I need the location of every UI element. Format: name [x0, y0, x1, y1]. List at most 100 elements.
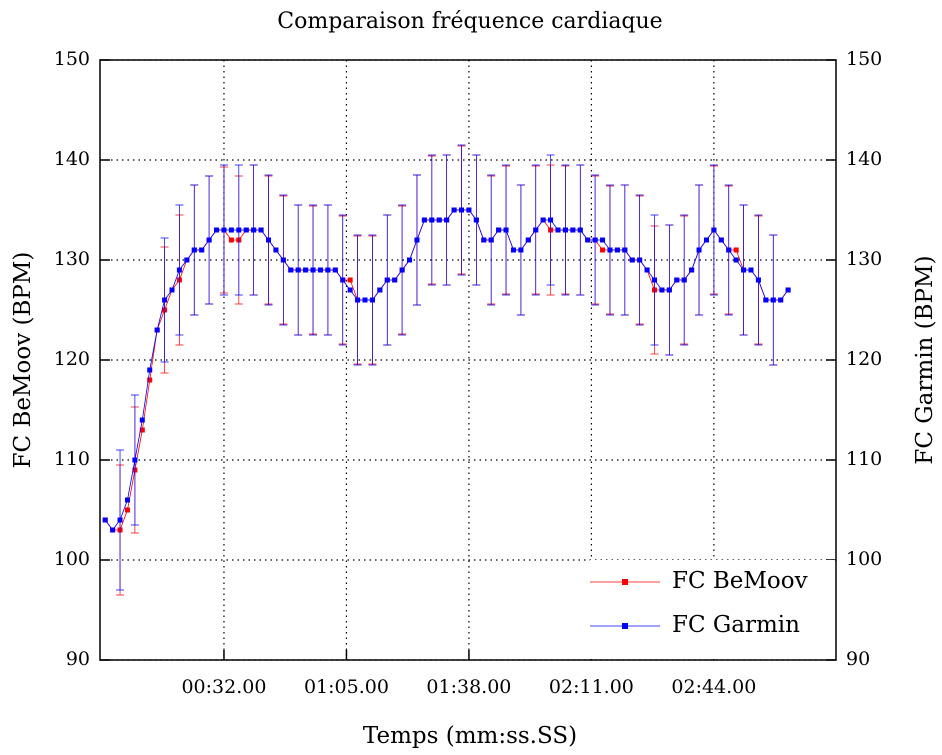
marker [770, 297, 776, 303]
marker [258, 227, 264, 233]
marker [407, 257, 413, 263]
marker [577, 227, 583, 233]
marker [666, 287, 672, 293]
marker [117, 517, 123, 523]
marker [124, 507, 130, 513]
plot-frame [99, 59, 837, 661]
marker [518, 247, 524, 253]
y2-tick-label: 110 [846, 448, 882, 470]
legend-marker [622, 579, 628, 585]
marker [206, 237, 212, 243]
marker [644, 267, 650, 273]
marker [444, 217, 450, 223]
marker [436, 217, 442, 223]
marker [548, 217, 554, 223]
marker [362, 297, 368, 303]
marker [317, 267, 323, 273]
marker [614, 247, 620, 253]
y-tick-label: 110 [54, 448, 90, 470]
y2-tick-label: 100 [846, 548, 882, 570]
marker [191, 247, 197, 253]
x-tick-label: 02:11.00 [549, 676, 634, 698]
marker [674, 277, 680, 283]
marker [176, 267, 182, 273]
marker [585, 237, 591, 243]
marker [555, 227, 561, 233]
marker [496, 227, 502, 233]
marker [288, 267, 294, 273]
marker [681, 277, 687, 283]
y-tick-label: 120 [54, 348, 90, 370]
marker [392, 277, 398, 283]
marker [748, 267, 754, 273]
marker [280, 257, 286, 263]
chart-title: Comparaison fréquence cardiaque [277, 9, 662, 34]
marker [273, 247, 279, 253]
marker [629, 257, 635, 263]
marker [132, 457, 138, 463]
marker [718, 237, 724, 243]
y2-tick-label: 130 [846, 248, 882, 270]
y-tick-label: 130 [54, 248, 90, 270]
marker [488, 237, 494, 243]
marker [325, 267, 331, 273]
marker [243, 227, 249, 233]
marker [110, 527, 116, 533]
y2-axis-label: FC Garmin (BPM) [912, 255, 938, 464]
marker [377, 287, 383, 293]
marker [592, 237, 598, 243]
marker [162, 297, 168, 303]
marker [429, 217, 435, 223]
marker [139, 417, 145, 423]
marker [139, 427, 145, 433]
marker [733, 257, 739, 263]
marker [347, 287, 353, 293]
marker [711, 227, 717, 233]
marker [510, 247, 516, 253]
marker [124, 497, 130, 503]
marker [659, 287, 665, 293]
marker [236, 227, 242, 233]
x-tick-label: 00:32.00 [181, 676, 266, 698]
y2-tick-label: 140 [846, 148, 882, 170]
marker [703, 237, 709, 243]
marker [600, 247, 606, 253]
marker [637, 257, 643, 263]
x-tick-label: 01:05.00 [304, 676, 389, 698]
marker [778, 297, 784, 303]
y-axis-label: FC BeMoov (BPM) [10, 252, 36, 469]
y2-tick-label: 150 [846, 48, 882, 70]
y2-tick-label: 120 [846, 348, 882, 370]
marker [755, 277, 761, 283]
marker [221, 227, 227, 233]
marker [347, 277, 353, 283]
marker [102, 517, 108, 523]
marker [696, 247, 702, 253]
marker [355, 297, 361, 303]
marker [384, 277, 390, 283]
y-tick-label: 90 [66, 648, 90, 670]
marker [228, 227, 234, 233]
marker [540, 217, 546, 223]
marker [332, 267, 338, 273]
marker [600, 237, 606, 243]
marker [763, 297, 769, 303]
x-tick-label: 02:44.00 [671, 676, 756, 698]
marker [199, 247, 205, 253]
legend-label: FC BeMoov [672, 568, 808, 594]
marker [303, 267, 309, 273]
marker [340, 277, 346, 283]
marker [785, 287, 791, 293]
marker [741, 267, 747, 273]
marker [622, 247, 628, 253]
marker [689, 267, 695, 273]
legend-label: FC Garmin [672, 612, 800, 638]
marker [459, 207, 465, 213]
marker [369, 297, 375, 303]
marker [481, 237, 487, 243]
marker [266, 237, 272, 243]
y-tick-label: 140 [54, 148, 90, 170]
marker [562, 227, 568, 233]
marker [184, 257, 190, 263]
